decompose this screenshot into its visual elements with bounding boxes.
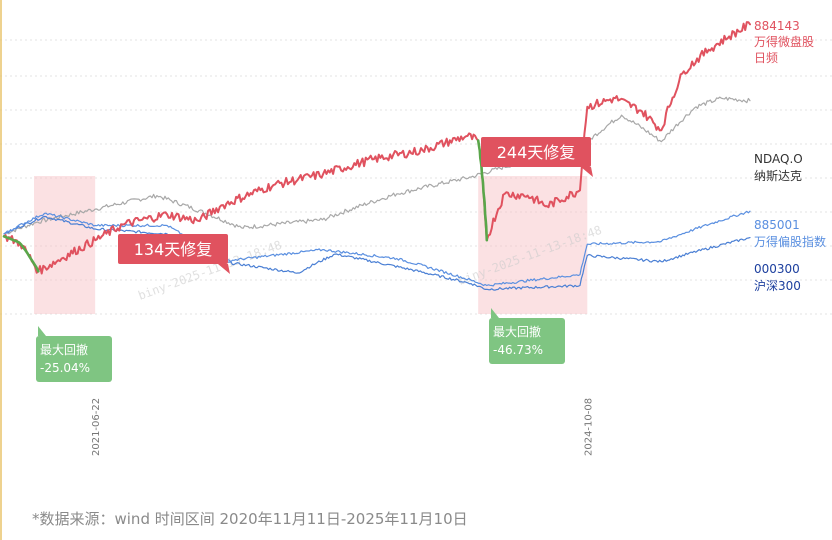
series-end-labels: NDAQ.O 纳斯达克 000300 沪深300 885001 万得偏股指数 884143万… [754,19,826,293]
date-ticks: 2021-06-22 2024-10-08 [91,398,594,456]
recovery-days-label: 134天修复 [134,240,213,259]
series-code-label: NDAQ.O [754,152,803,166]
max-drawdown-title: 最大回撤 [493,324,541,339]
series-line-000300 [3,215,751,291]
recovery-shading [34,176,588,314]
callout-pointer [38,326,46,336]
date-tick-label: 2021-06-22 [91,398,102,456]
drawdown-segment [476,139,489,242]
max-drawdown-box [36,336,112,382]
grid [0,39,832,315]
recovery-box [118,234,228,264]
data-source-note: *数据来源：wind 时间区间 2020年11月11日-2025年11月10日 [32,510,468,528]
series-lines [2,21,751,291]
callout-pointer [491,308,499,318]
series-name-label: 万得微盘股 [754,34,814,49]
callout-pointer [581,167,593,177]
series-name-label: 纳斯达克 [754,169,802,183]
max-drawdown-value: -25.04% [40,361,90,375]
series-name-label: 万得偏股指数 [754,234,826,249]
max-drawdown-value: -46.73% [493,343,543,357]
series-code-label: 885001 [754,218,800,232]
date-tick-label: 2024-10-08 [583,398,594,456]
series-line-884143 [3,21,751,275]
series-code-label: 000300 [754,262,800,276]
max-drawdown-box [489,318,565,364]
series-code-label: 884143 [754,19,800,33]
callout-pointer [218,264,230,274]
max-drawdown-title: 最大回撤 [40,342,88,357]
recovery-days-label: 244天修复 [497,143,576,162]
series-line-NDAQ.O [3,96,751,235]
recovery-callout: 134天修复 [118,234,230,274]
series-line-885001 [3,210,751,287]
max-drawdown-callout: 最大回撤 -46.73% [489,308,565,364]
drawdown-segment [2,235,40,273]
max-drawdown-callout: 最大回撤 -25.04% [36,326,112,382]
annotations: 最大回撤 -25.04% 最大回撤 -46.73% 134天修复 244天修复 [36,137,593,382]
series-name-label: 沪深300 [754,279,801,293]
recovery-box [481,137,591,167]
recovery-callout: 244天修复 [481,137,593,177]
series-name-label: 日频 [754,51,778,65]
